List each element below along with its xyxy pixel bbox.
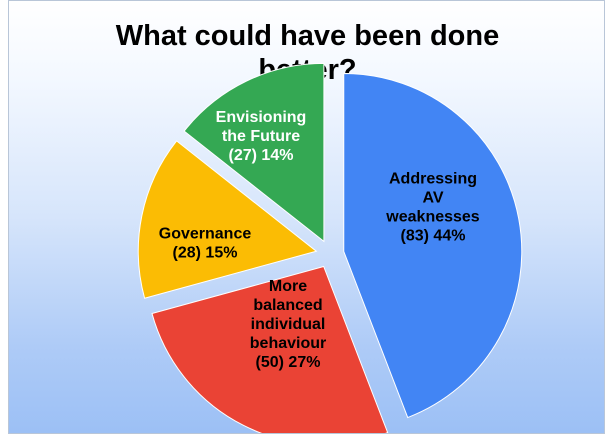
slice-label: Addressing AV weaknesses (83) 44% — [385, 171, 480, 245]
slice-label-line: (50) 27% — [256, 354, 321, 371]
slice-label-line: Addressing — [389, 171, 477, 188]
slice-label-line: (83) 44% — [401, 228, 466, 245]
pie-slice — [343, 72, 523, 419]
chart-frame: What could have been done better? Addres… — [8, 0, 605, 434]
pie-slice — [151, 265, 389, 433]
slice-label-line: balanced — [253, 297, 322, 314]
pie-slice — [183, 62, 325, 243]
slice-label-line: (28) 15% — [173, 245, 238, 262]
slice-label-line: weaknesses — [385, 209, 480, 226]
slice-label-line: Governance — [159, 226, 252, 243]
slice-label: Governance (28) 15% — [159, 226, 252, 262]
slice-label-line: the Future — [222, 128, 300, 145]
chart-title-line-1: What could have been done — [115, 20, 500, 52]
slice-label: Envisioning the Future (27) 14% — [216, 109, 307, 164]
slice-label-line: Envisioning — [216, 109, 307, 126]
slice-label-line: (27) 14% — [229, 147, 294, 164]
pie-slice — [137, 140, 318, 299]
slice-label-line: AV — [422, 190, 443, 207]
slice-label-line: individual — [251, 316, 326, 333]
slice-label: More balanced individual behaviour (50) 27% — [250, 278, 326, 371]
slice-label-line: behaviour — [250, 335, 326, 352]
slice-label-line: More — [269, 278, 307, 295]
pie-chart: Addressing AV weaknesses (83) 44% More balanc… — [137, 62, 523, 433]
